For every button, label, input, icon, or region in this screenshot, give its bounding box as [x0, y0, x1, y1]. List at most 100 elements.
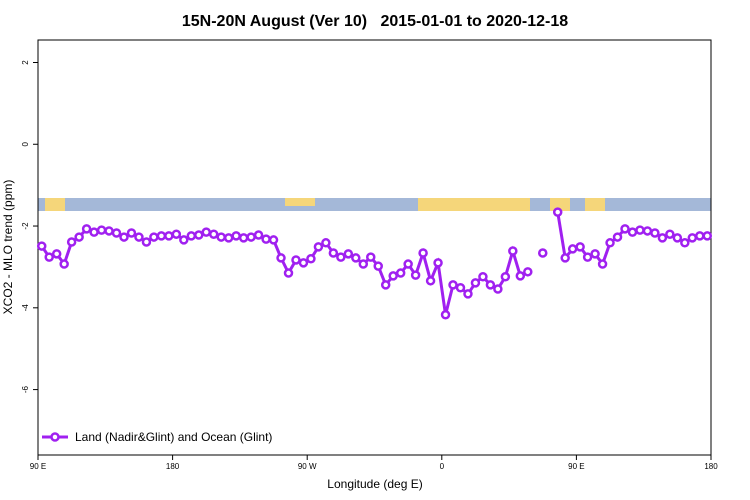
x-tick-label: 90 E — [30, 462, 46, 471]
legend-label: Land (Nadir&Glint) and Ocean (Glint) — [75, 430, 272, 444]
y-tick-label: -6 — [21, 385, 30, 393]
x-tick-label: 180 — [704, 462, 718, 471]
data-point — [418, 248, 428, 258]
data-point — [635, 225, 645, 235]
data-point — [463, 289, 473, 299]
data-point — [523, 267, 533, 277]
data-point — [388, 271, 398, 281]
data-point — [373, 261, 383, 271]
data-point — [328, 248, 339, 258]
data-point — [186, 231, 197, 241]
data-point — [612, 232, 623, 242]
data-point — [642, 226, 653, 236]
data-point — [657, 233, 668, 243]
data-point — [223, 233, 234, 243]
data-point — [119, 232, 129, 242]
data-point — [298, 258, 309, 268]
y-tick-label: -2 — [21, 222, 30, 230]
data-point — [313, 242, 324, 252]
data-point — [81, 224, 92, 234]
x-tick-label: 90 W — [298, 462, 317, 471]
data-point — [59, 259, 69, 269]
data-point — [515, 271, 526, 281]
data-point — [74, 232, 84, 242]
data-point — [201, 227, 211, 237]
data-point — [231, 231, 241, 241]
data-point — [253, 230, 264, 240]
data-point — [216, 232, 226, 242]
y-tick-label: 0 — [21, 141, 30, 146]
data-point — [470, 278, 481, 288]
data-point — [702, 231, 713, 241]
data-point — [575, 242, 585, 252]
data-point — [164, 231, 174, 241]
data-point — [455, 283, 466, 293]
data-point — [66, 237, 77, 247]
data-point — [208, 229, 219, 239]
ocean-strip — [38, 198, 711, 211]
data-point — [321, 238, 331, 248]
data-point — [680, 238, 690, 248]
x-axis-label: Longitude (deg E) — [327, 477, 422, 491]
data-point — [650, 228, 660, 238]
data-point — [283, 268, 294, 278]
legend-marker — [50, 432, 60, 442]
data-point — [351, 253, 361, 263]
data-point — [111, 228, 122, 238]
data-point — [36, 241, 47, 251]
data-point — [134, 232, 144, 242]
data-point — [620, 224, 630, 234]
data-point — [44, 252, 54, 262]
x-tick-label: 0 — [440, 462, 445, 471]
data-point — [538, 248, 548, 258]
data-point — [366, 252, 376, 262]
data-point — [306, 253, 316, 264]
chart-title: 15N-20N August (Ver 10) 2015-01-01 to 20… — [182, 13, 568, 30]
data-point — [380, 280, 391, 290]
data-point — [500, 271, 511, 282]
data-point — [582, 252, 593, 262]
data-point — [261, 234, 271, 244]
land-strip — [585, 198, 605, 211]
data-point — [695, 231, 705, 241]
data-point — [478, 271, 488, 282]
data-point — [448, 280, 458, 290]
data-point — [156, 231, 167, 241]
data-point — [597, 259, 608, 269]
x-tick-label: 90 E — [568, 462, 584, 471]
data-point — [560, 253, 570, 263]
x-tick-label: 180 — [166, 462, 180, 471]
data-point — [425, 276, 436, 286]
land-strip — [285, 198, 315, 206]
data-point — [590, 249, 600, 259]
data-point — [171, 229, 182, 239]
data-point — [238, 233, 249, 243]
data-point — [126, 228, 137, 238]
data-point — [246, 232, 256, 242]
data-point — [567, 244, 578, 254]
map-strip — [38, 198, 711, 211]
data-point — [485, 280, 496, 290]
data-point — [96, 225, 107, 235]
data-point — [179, 235, 189, 245]
data-point — [268, 235, 279, 245]
data-point — [687, 233, 698, 243]
data-point — [395, 268, 406, 278]
land-strip — [550, 198, 570, 211]
data-point — [627, 227, 638, 237]
data-point — [149, 232, 159, 242]
data-point — [403, 259, 413, 269]
data-point — [433, 258, 443, 268]
data-point — [336, 252, 346, 262]
data-point — [493, 284, 503, 294]
data-point — [410, 270, 421, 280]
data-point — [51, 249, 62, 259]
data-point — [605, 238, 615, 248]
y-tick-label: 2 — [21, 60, 30, 65]
data-point — [672, 233, 683, 243]
y-tick-label: -4 — [21, 304, 30, 312]
data-point — [358, 259, 369, 269]
data-point — [291, 255, 301, 265]
land-strip — [45, 198, 65, 211]
